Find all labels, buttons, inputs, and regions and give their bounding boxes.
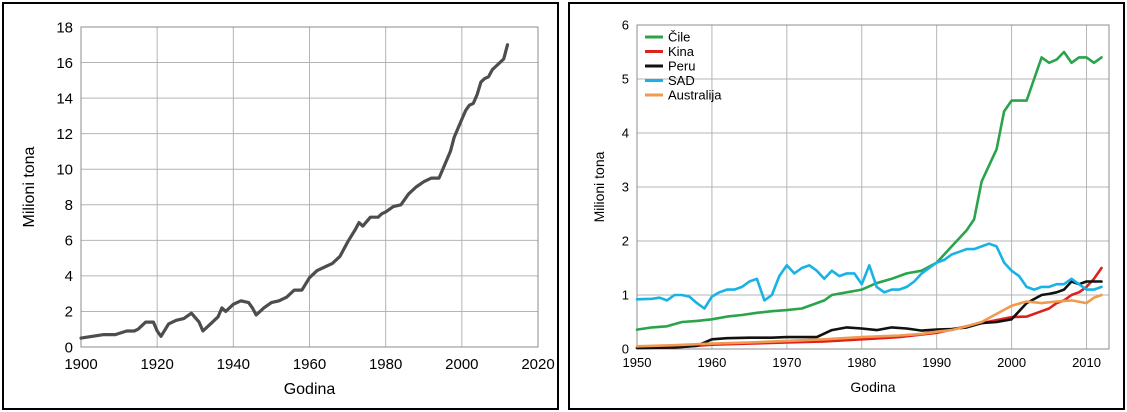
y-tick-label: 1: [622, 288, 629, 303]
y-axis-label: Milioni tona: [21, 146, 38, 227]
x-tick-label: 1960: [697, 355, 726, 370]
x-tick-label: 1960: [293, 356, 326, 373]
x-tick-label: 2000: [445, 356, 478, 373]
y-tick-label: 2: [622, 234, 629, 249]
x-tick-label: 1900: [64, 356, 97, 373]
y-tick-label: 0: [65, 339, 73, 356]
y-tick-label: 6: [622, 18, 629, 33]
legend-label: Australija: [668, 88, 722, 103]
x-tick-label: 1940: [217, 356, 250, 373]
y-tick-label: 10: [56, 161, 73, 178]
left-chart-panel: 1900 1920 1940 1960 1980 2000 2020 0 2 4 6 8 10 12 14 1…: [2, 2, 559, 410]
x-axis-label: Godina: [850, 379, 895, 395]
y-tick-label: 6: [65, 233, 73, 250]
country-production-chart: 1950 1960 1970 1980 1990 2000 2010 0 1 2 3 4 5 6 Godin…: [591, 18, 1110, 395]
y-tick-label: 0: [622, 342, 629, 357]
legend-label: Kina: [668, 44, 695, 59]
series-line-sad: [635, 242, 1103, 310]
x-tick-label: 1920: [140, 356, 173, 373]
plot-area: [80, 26, 539, 348]
x-tick-label: 1980: [847, 355, 876, 370]
plot-area: [636, 24, 1110, 350]
y-tick-label: 14: [56, 90, 73, 107]
x-axis-label: Godina: [284, 381, 336, 398]
series-line: [79, 43, 510, 340]
x-tick-label: 1980: [369, 356, 402, 373]
y-tick-label: 3: [622, 180, 629, 195]
legend-label: Čile: [668, 30, 690, 45]
legend-label: SAD: [668, 73, 695, 88]
y-axis-label: Milioni tona: [591, 151, 607, 222]
y-tick-label: 16: [56, 55, 73, 72]
y-tick-label: 2: [65, 304, 73, 321]
x-tick-label: 2010: [1072, 355, 1101, 370]
x-tick-label: 1950: [623, 355, 652, 370]
x-tick-label: 1990: [922, 355, 951, 370]
x-tick-label: 2000: [997, 355, 1026, 370]
y-tick-label: 4: [65, 268, 73, 285]
y-tick-label: 4: [622, 126, 629, 141]
y-tick-label: 18: [56, 19, 73, 36]
series-line--ile: [635, 50, 1103, 331]
world-production-chart: 1900 1920 1940 1960 1980 2000 2020 0 2 4 6 8 10 12 14 1…: [21, 19, 555, 398]
x-tick-label: 2020: [521, 356, 554, 373]
y-tick-label: 5: [622, 72, 629, 87]
legend-label: Peru: [668, 59, 695, 74]
right-chart-panel: 1950 1960 1970 1980 1990 2000 2010 0 1 2 3 4 5 6 Godin…: [568, 2, 1125, 410]
x-tick-label: 1970: [772, 355, 801, 370]
y-tick-label: 8: [65, 197, 73, 214]
series-line-peru: [635, 280, 1103, 350]
series-line-australija: [635, 293, 1103, 348]
y-tick-label: 12: [56, 126, 73, 143]
